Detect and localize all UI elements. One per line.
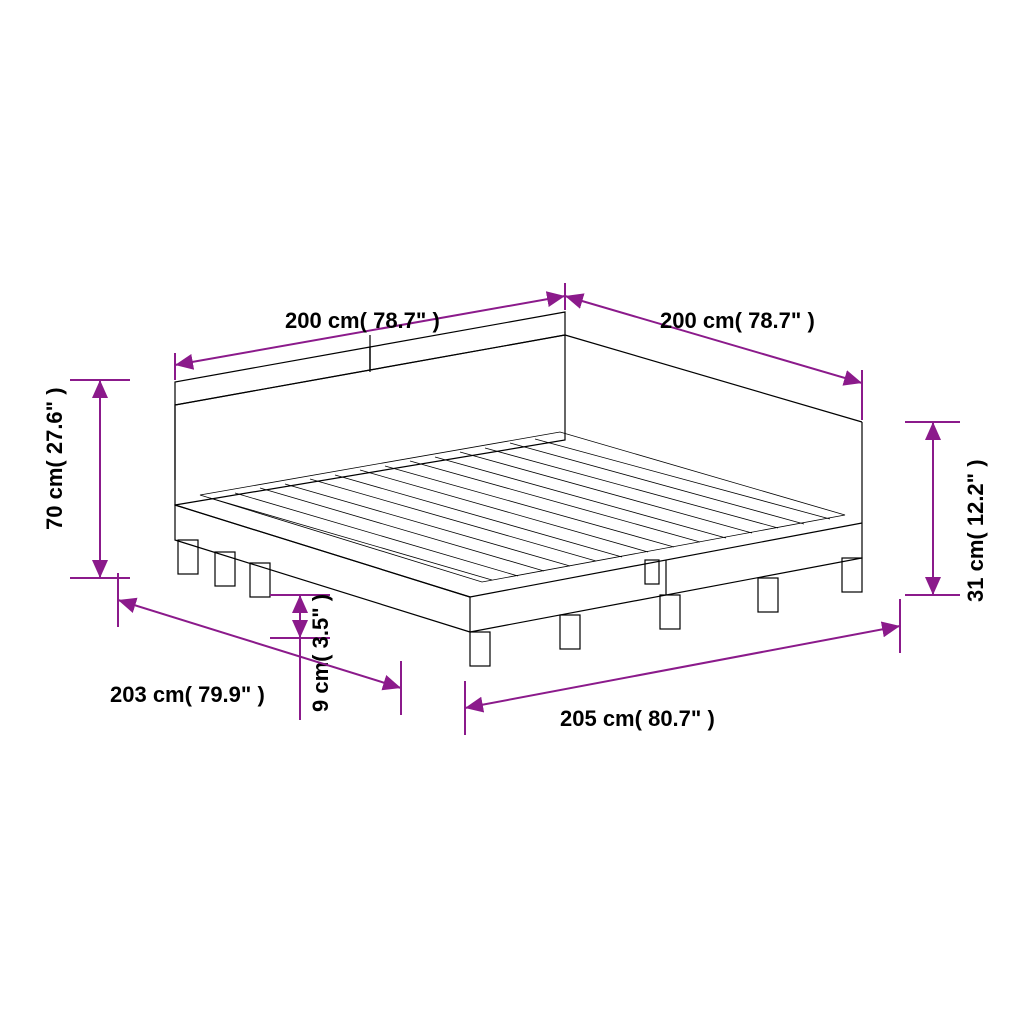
dim-depth-top-right-label: 200 cm( 78.7" )	[660, 308, 815, 333]
dim-height-left-label: 70 cm( 27.6" )	[42, 387, 67, 530]
dim-depth-right-label: 205 cm( 80.7" )	[560, 706, 715, 731]
dim-depth-left-label: 203 cm( 79.9" )	[110, 682, 265, 707]
bed-dimension-diagram: 200 cm( 78.7" ) 200 cm( 78.7" ) 70 cm( 2…	[0, 0, 1024, 1024]
dim-depth-top-right	[565, 283, 862, 420]
dim-width-headboard-label: 200 cm( 78.7" )	[285, 308, 440, 333]
bed-frame-drawing	[175, 312, 862, 666]
legs	[178, 540, 862, 666]
dim-height-left	[70, 380, 130, 578]
dim-height-right	[905, 422, 960, 595]
slats	[210, 439, 830, 580]
dim-clearance-label: 9 cm( 3.5" )	[308, 594, 333, 712]
dim-height-right-label: 31 cm( 12.2" )	[963, 459, 988, 602]
